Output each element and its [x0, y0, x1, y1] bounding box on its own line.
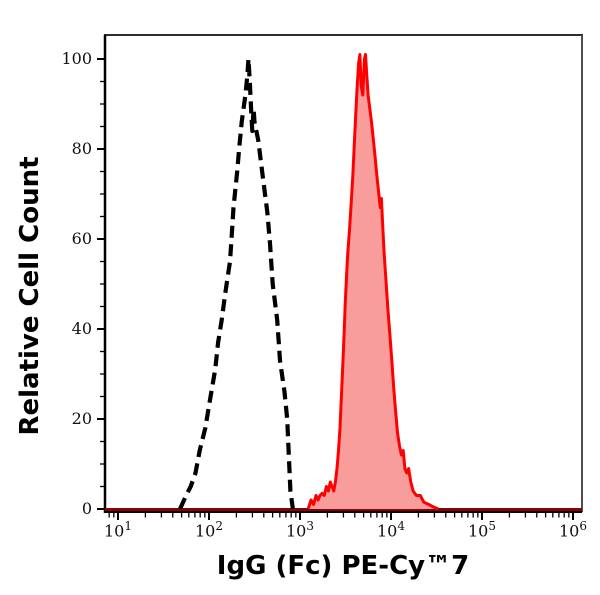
- negative-control-dashed-curve: [178, 56, 295, 510]
- stained-sample-area-fill: [308, 54, 439, 509]
- y-axis-title: Relative Cell Count: [15, 156, 45, 436]
- stained-sample-curve: [306, 53, 439, 511]
- x-axis-title: IgG (Fc) PE-Cy™7: [216, 551, 470, 581]
